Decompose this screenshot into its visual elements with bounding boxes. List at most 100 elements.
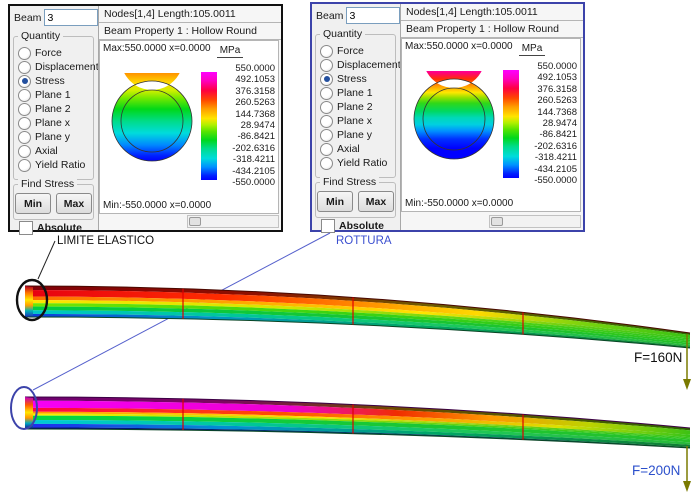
radio-label: Yield Ratio	[337, 157, 388, 169]
radio-circle-icon	[320, 156, 333, 170]
force-arrow-lower	[683, 446, 691, 492]
stress-legend: MPa 550.0000 492.1053 376.3158 260.5263 …	[503, 43, 577, 186]
legend-value: 260.5263	[235, 97, 275, 109]
legend-value: -318.4211	[534, 152, 577, 164]
force-arrow-upper	[683, 334, 691, 390]
radio-label: Plane x	[35, 117, 71, 129]
find-stress-buttons: Min Max	[14, 185, 93, 214]
quantity-group-label: Quantity	[18, 30, 64, 42]
scrollbar-thumb[interactable]	[189, 217, 201, 226]
radio-circle-icon	[320, 44, 333, 58]
legend-value: 492.1053	[537, 72, 577, 84]
beam-property-header: Beam Property 1 : Hollow Round	[401, 21, 583, 38]
nodes-length-header: Nodes[1,4] Length:105.0011	[401, 4, 583, 21]
radio-plane-2[interactable]: Plane 2	[320, 100, 395, 114]
radio-label: Plane 2	[337, 101, 373, 113]
beam-number-input[interactable]	[44, 9, 99, 26]
legend-value: -550.0000	[232, 176, 275, 188]
position-scrollbar[interactable]	[489, 215, 581, 228]
position-scrollbar[interactable]	[187, 215, 279, 228]
radio-circle-icon	[18, 144, 31, 158]
arrow-head-icon	[683, 379, 691, 390]
absolute-checkbox-label: Absolute	[37, 222, 82, 234]
absolute-checkbox-row[interactable]: Absolute	[15, 221, 82, 235]
legend-value: 550.0000	[537, 61, 577, 72]
radio-circle-icon	[320, 58, 333, 72]
absolute-checkbox[interactable]	[321, 219, 335, 233]
legend-colorbar	[503, 70, 519, 178]
radio-label: Plane y	[35, 131, 71, 143]
result-panel-limite-elastico: Beam Quantity Force Displacement Stress …	[8, 4, 283, 235]
legend-value: -318.4211	[232, 154, 275, 166]
absolute-checkbox[interactable]	[19, 221, 33, 235]
beam-lower-rottura[interactable]	[24, 396, 691, 449]
radio-axial[interactable]: Axial	[320, 142, 395, 156]
force-label-lower: F=200N	[632, 463, 680, 478]
radio-plane-x[interactable]: Plane x	[18, 116, 93, 130]
radio-circle-icon	[320, 100, 333, 114]
beam-bottom-edge	[24, 428, 691, 449]
beam-upper-limite-elastico[interactable]	[24, 285, 691, 349]
beam-end-face	[25, 286, 33, 317]
beam-top-edge	[24, 396, 691, 429]
stress-legend: MPa 550.0000 492.1053 376.3158 260.5263 …	[201, 45, 275, 188]
radio-label: Force	[337, 45, 364, 57]
min-button[interactable]: Min	[317, 191, 353, 212]
scrollbar-thumb[interactable]	[491, 217, 503, 226]
radio-displacement[interactable]: Displacement	[320, 58, 401, 72]
hollow-round-section-ring	[111, 73, 193, 162]
legend-value: 28.9474	[542, 117, 577, 129]
radio-circle-icon	[18, 46, 31, 60]
ring-outer-outline	[413, 78, 495, 160]
radio-label: Force	[35, 47, 62, 59]
radio-label: Yield Ratio	[35, 159, 86, 171]
legend-unit-label: MPa	[519, 43, 545, 56]
radio-displacement[interactable]: Displacement	[18, 60, 99, 74]
radio-stress[interactable]: Stress	[320, 72, 395, 86]
panel-controls: Beam Quantity Force Displacement Stress …	[312, 4, 401, 233]
radio-plane-1[interactable]: Plane 1	[18, 88, 93, 102]
legend-values: 550.0000 492.1053 376.3158 260.5263 144.…	[519, 62, 577, 186]
radio-label: Displacement	[35, 61, 99, 73]
radio-yield-ratio[interactable]: Yield Ratio	[320, 156, 395, 170]
legend-value: 260.5263	[537, 95, 577, 107]
radio-circle-icon	[18, 116, 31, 130]
min-stress-readout: Min:-550.0000 x=0.0000	[405, 198, 514, 209]
radio-yield-ratio[interactable]: Yield Ratio	[18, 158, 93, 172]
radio-plane-2[interactable]: Plane 2	[18, 102, 93, 116]
beam-field-row: Beam	[316, 7, 401, 24]
radio-circle-icon	[320, 142, 333, 156]
cross-section-plot: Max:550.0000 x=0.0000	[401, 38, 581, 212]
radio-plane-1[interactable]: Plane 1	[320, 86, 395, 100]
find-stress-group-label: Find Stress	[18, 178, 78, 190]
max-stress-readout: Max:550.0000 x=0.0000	[103, 43, 211, 54]
absolute-checkbox-row[interactable]: Absolute	[317, 219, 384, 233]
legend-body: 550.0000 492.1053 376.3158 260.5263 144.…	[201, 64, 275, 188]
radio-label: Plane 2	[35, 103, 71, 115]
radio-circle-icon	[18, 88, 31, 102]
max-button[interactable]: Max	[358, 191, 394, 212]
max-button[interactable]: Max	[56, 193, 92, 214]
legend-colorbar	[201, 72, 217, 180]
radio-axial[interactable]: Axial	[18, 144, 93, 158]
radio-circle-icon	[320, 114, 333, 128]
radio-force[interactable]: Force	[18, 46, 93, 60]
radio-circle-icon	[18, 102, 31, 116]
find-stress-group-label: Find Stress	[320, 176, 380, 188]
radio-label: Stress	[35, 75, 65, 87]
radio-stress[interactable]: Stress	[18, 74, 93, 88]
min-stress-readout: Min:-550.0000 x=0.0000	[103, 200, 212, 211]
quantity-groupbox: Quantity Force Displacement Stress Plane…	[13, 30, 99, 180]
absolute-checkbox-label: Absolute	[339, 220, 384, 232]
radio-force[interactable]: Force	[320, 44, 395, 58]
legend-value: 28.9474	[240, 119, 275, 131]
min-button[interactable]: Min	[15, 193, 51, 214]
beam-field-label: Beam	[316, 9, 344, 22]
radio-plane-y[interactable]: Plane y	[320, 128, 395, 142]
radio-label: Plane x	[337, 115, 373, 127]
beam-number-input[interactable]	[346, 7, 401, 24]
radio-plane-x[interactable]: Plane x	[320, 114, 395, 128]
radio-plane-y[interactable]: Plane y	[18, 130, 93, 144]
ring-inner-outline	[422, 87, 486, 151]
